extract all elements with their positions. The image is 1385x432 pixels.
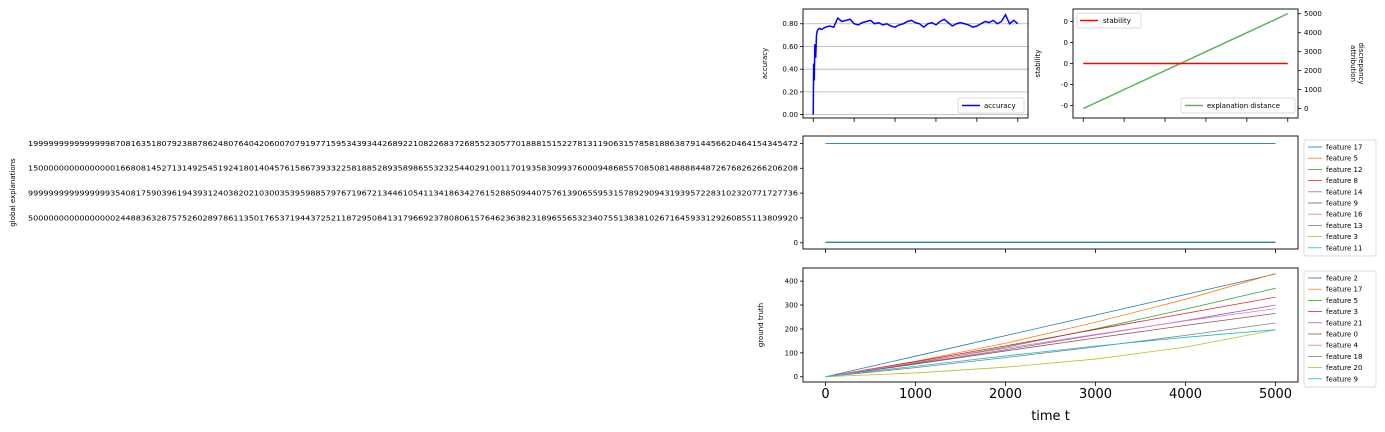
global-legend-label: feature 16 (1326, 211, 1363, 219)
explanation-distance-legend: explanation distance (1180, 97, 1296, 114)
ground-truth-line-feature-21 (825, 296, 1276, 378)
discrepancy-ylabel: discrepancy (1357, 42, 1365, 84)
ground-truth-xtick-label: 1000 (899, 387, 932, 402)
global-explanations-panel: 0 500000000000000002448836328757526028978… (9, 135, 1299, 253)
ground-truth-legend-label: feature 18 (1326, 353, 1362, 361)
stability-ytick-label: 0 (1064, 60, 1068, 68)
global-legend-label: feature 9 (1326, 200, 1358, 208)
ground-truth-xtick-label: 5000 (1259, 387, 1292, 402)
ground-truth-line-feature-18 (825, 308, 1276, 378)
ground-truth-ytick-label: 300 (785, 301, 798, 309)
discrepancy-ytick-label: 1000 (1304, 86, 1322, 94)
accuracy-frame (802, 8, 1029, 119)
global-legend-label: feature 5 (1326, 155, 1358, 163)
ground-truth-line-feature-17 (825, 273, 1276, 378)
global-ytick-label: 9999999999999999354081759039619439312403… (28, 190, 799, 198)
discrepancy-ylabel: attribution (1349, 45, 1357, 82)
ground-truth-xtick-label: 4000 (1169, 387, 1202, 402)
ground-truth-ytick-label: 200 (785, 325, 798, 333)
stability-legend-label: stability (1103, 17, 1131, 25)
ground-truth-legend-label: feature 20 (1326, 364, 1362, 372)
global-ylabel: global explanations (9, 158, 17, 227)
global-legend-label: feature 8 (1326, 177, 1358, 185)
global-legend-label: feature 14 (1326, 188, 1363, 196)
stability-panel: -0 -0 0 0 0 0 1000 2000 3000 4000 5000 stability att… (1034, 8, 1365, 122)
ground-truth-line-feature-4 (825, 313, 1276, 378)
discrepancy-ytick-label: 0 (1304, 105, 1308, 113)
ground-truth-line-feature-9 (825, 329, 1276, 378)
accuracy-panel: 0.00 0.20 0.40 0.60 0.80 accuracy accuracy (761, 8, 1029, 122)
global-legend-label: feature 17 (1326, 144, 1362, 152)
ground-truth-ytick-label: 400 (785, 278, 798, 286)
outside-legends: feature 17 feature 5 feature 12 feature 8 fe… (1303, 139, 1377, 388)
ground-truth-xlabel: time t (1031, 409, 1070, 424)
accuracy-legend-label: accuracy (984, 102, 1016, 110)
global-legend-label: feature 3 (1326, 233, 1358, 241)
stability-ytick-label: 0 (1064, 18, 1068, 26)
ground-truth-xtick-label: 0 (821, 387, 829, 402)
global-ytick-label: 1500000000000000016680814527131492545192… (28, 165, 798, 173)
ground-truth-frame (802, 267, 1299, 383)
stability-ytick-label: -0 (1061, 81, 1068, 89)
discrepancy-ytick-label: 5000 (1304, 10, 1322, 18)
ground-truth-legend-label: feature 21 (1326, 319, 1362, 327)
ground-truth-ytick-label: 0 (794, 373, 798, 381)
ground-truth-legend-label: feature 9 (1326, 375, 1358, 383)
accuracy-ytick-label: 0.20 (782, 88, 798, 96)
ground-truth-ytick-label: 100 (785, 349, 798, 357)
discrepancy-ytick-label: 3000 (1304, 48, 1322, 56)
global-ytick-label: 0 (794, 239, 798, 247)
ground-truth-legend-label: feature 3 (1326, 308, 1358, 316)
discrepancy-ytick-label: 2000 (1304, 67, 1322, 75)
stability-frame (1072, 8, 1299, 119)
global-ytick-label: 1999999999999999870816351807923887862480… (28, 140, 798, 148)
stability-legend: stability (1076, 12, 1142, 29)
ground-truth-ylabel: ground truth (757, 303, 765, 347)
ground-truth-line-series (825, 329, 1276, 378)
stability-ylabel: stability (1034, 50, 1042, 78)
ground-truth-legend-label: feature 2 (1326, 275, 1358, 283)
accuracy-ylabel: accuracy (761, 48, 769, 80)
discrepancy-ytick-label: 4000 (1304, 29, 1322, 37)
accuracy-ytick-label: 0.40 (782, 66, 798, 74)
explanation-distance-line (1082, 13, 1289, 110)
explanation-distance-legend-box (1180, 97, 1296, 114)
accuracy-line (812, 13, 1019, 115)
ground-truth-xtick-label: 3000 (1079, 387, 1112, 402)
accuracy-legend-box (957, 97, 1025, 114)
accuracy-ytick-label: 0.80 (782, 20, 798, 28)
stability-legend-box (1076, 12, 1142, 29)
global-legend-label: feature 13 (1326, 222, 1362, 230)
ground-truth-legend-label: feature 5 (1326, 297, 1358, 305)
ground-truth-legend-label: feature 17 (1326, 286, 1362, 294)
global-legend-label: feature 11 (1326, 244, 1362, 252)
stability-ytick-label: 0 (1064, 39, 1068, 47)
accuracy-ytick-label: 0.60 (782, 43, 798, 51)
ground-truth-legend-label: feature 0 (1326, 331, 1358, 339)
global-legend-label: feature 12 (1326, 166, 1362, 174)
accuracy-ytick-label: 0.00 (782, 111, 798, 119)
ground-truth-xtick-label: 2000 (989, 387, 1022, 402)
stability-ytick-label: -0 (1061, 102, 1068, 110)
accuracy-legend: accuracy (957, 97, 1025, 114)
global-ytick-label: 5000000000000000024488363287575260289786… (28, 214, 798, 222)
global-frame (802, 135, 1299, 250)
explanation-distance-legend-label: explanation distance (1207, 102, 1280, 110)
ground-truth-legend-label: feature 4 (1326, 342, 1358, 350)
ground-truth-line-feature-20 (825, 322, 1276, 378)
